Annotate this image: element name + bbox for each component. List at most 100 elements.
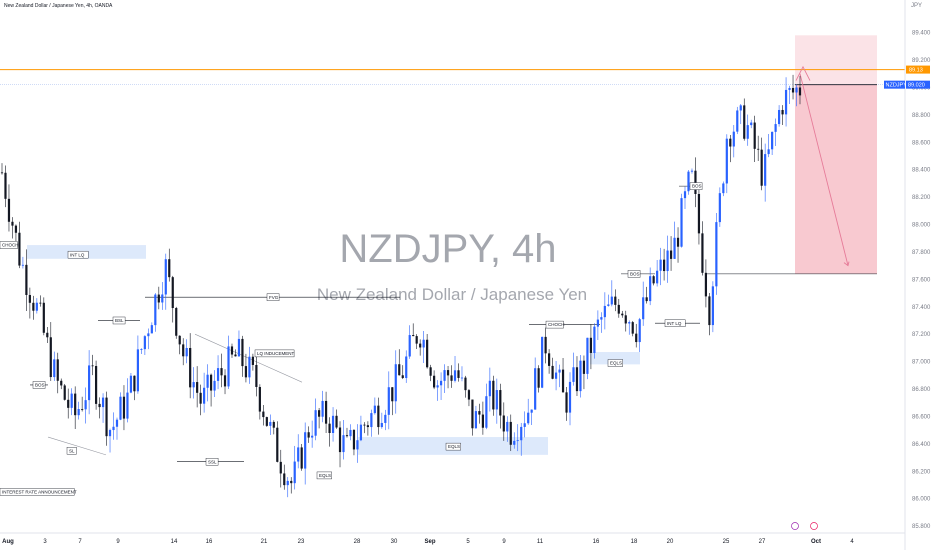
candle-body (140, 349, 143, 350)
candle-body (7, 198, 11, 222)
y-tick-label: 87.400 (912, 305, 931, 311)
candle-body (265, 417, 268, 426)
projection-arrow (799, 73, 849, 266)
candle-body (697, 193, 701, 234)
candle-body (216, 368, 220, 381)
candle-body (715, 222, 718, 287)
trendline (47, 436, 107, 456)
candle-body (258, 386, 261, 412)
candle-body (356, 440, 359, 450)
x-tick-label: Aug (2, 539, 14, 545)
candle-body (509, 421, 512, 445)
candle-body (558, 369, 561, 373)
candle-body (739, 105, 742, 111)
candle-body (98, 403, 101, 408)
last-price-tag-text: 89.020 (908, 83, 925, 89)
candle-body (784, 89, 788, 115)
watermark-symbol: NZDJPY, 4h (339, 227, 556, 271)
candle-body (203, 387, 206, 404)
annotation-label: EQLS (448, 444, 460, 449)
candle-body (495, 390, 498, 410)
candle-body (467, 390, 471, 400)
candle-body (516, 440, 519, 442)
candle-body (391, 387, 394, 402)
candle-body (628, 322, 631, 324)
candle-body (196, 382, 199, 393)
candle-body (46, 332, 49, 338)
candle-body (286, 480, 289, 486)
annotation-box (445, 442, 462, 451)
candle-body (377, 405, 380, 428)
annotation-label: BOS (630, 271, 640, 276)
y-tick-label: 87.600 (912, 277, 931, 283)
candle-body (220, 368, 223, 376)
candle-body (673, 237, 676, 259)
y-tick-label: 89.400 (912, 31, 931, 37)
candle-body (342, 435, 345, 453)
y-tick-label: 88.000 (912, 223, 931, 229)
candle-body (67, 399, 70, 408)
candle-body (582, 360, 586, 374)
candle-body (401, 375, 404, 379)
currency-label[interactable]: JPY (910, 3, 922, 9)
candle-body (63, 385, 66, 400)
candle-body (272, 421, 275, 428)
candle-body (387, 387, 390, 415)
candle-body (318, 410, 321, 417)
candle-body (439, 380, 443, 386)
candle-body (234, 354, 237, 357)
x-tick-label: 25 (723, 539, 730, 545)
candle-body (136, 349, 140, 392)
candle-body (649, 276, 652, 302)
candle-body (471, 399, 474, 429)
candle-body (168, 259, 171, 278)
candle-body (464, 377, 467, 391)
x-tick-label: 20 (667, 539, 674, 545)
candle-body (213, 380, 216, 391)
candle-body (446, 370, 450, 376)
candle-body (607, 304, 610, 306)
candle-body (600, 317, 603, 320)
zones-layer (27, 35, 877, 455)
annotation-box (607, 359, 624, 367)
candle-body (554, 372, 558, 379)
candle-body (359, 424, 363, 441)
annotation-label: SL (69, 448, 75, 453)
x-tick-label: 16 (593, 539, 600, 545)
candle-body (14, 225, 18, 233)
candle-body (642, 297, 645, 320)
candle-body (248, 356, 251, 378)
candle-body (321, 400, 324, 417)
symbol-tag-text: NZDJPY (886, 83, 908, 89)
annotations-layer: CHOCH INT LQ BOS SL BSL FVG LQ INDUCEMENT SSL EQ… (0, 182, 818, 530)
candle-body (502, 415, 505, 432)
candle-body (669, 250, 673, 259)
candle-body (307, 432, 310, 438)
x-tick-label: 11 (537, 539, 544, 545)
x-tick-label: 14 (171, 539, 178, 545)
candle-body (544, 336, 547, 354)
candle-body (732, 131, 735, 147)
candle-body (746, 125, 749, 139)
candle-body (32, 302, 35, 311)
candle-body (251, 356, 254, 365)
candle-body (534, 368, 537, 410)
candle-body (478, 411, 481, 415)
candle-body (412, 335, 415, 337)
candle-body (453, 370, 457, 381)
candle-body (230, 346, 234, 355)
candle-body (537, 368, 540, 388)
annotation-label: EQLS (610, 361, 622, 366)
candle-body (363, 424, 366, 426)
candle-body (276, 427, 279, 462)
candle-body (314, 410, 317, 436)
x-tick-label: 5 (466, 539, 470, 545)
x-tick-label: 30 (391, 539, 398, 545)
annotation-label: CHOCH (548, 322, 565, 327)
annotation-box (545, 320, 564, 329)
candle-body (373, 405, 376, 414)
candle-body (91, 365, 94, 367)
candle-body (28, 294, 31, 303)
